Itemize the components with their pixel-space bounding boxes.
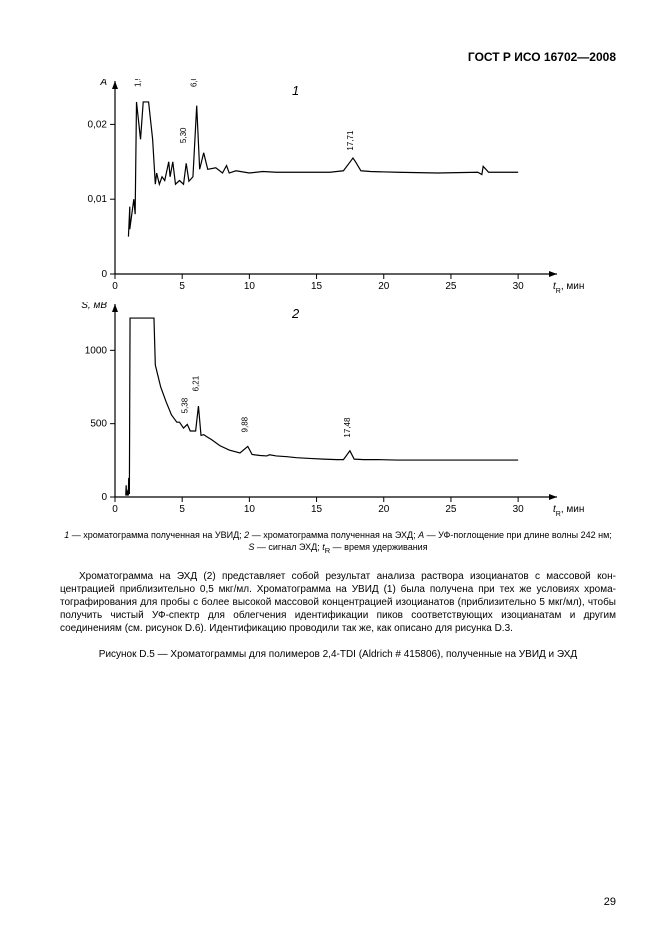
figure-caption: Рисунок D.5 — Хроматограммы для полимеро… (60, 649, 616, 660)
svg-text:30: 30 (513, 281, 525, 292)
svg-text:25: 25 (445, 281, 457, 292)
svg-text:5: 5 (179, 281, 185, 292)
legend-text: 1 — хроматограмма полученная на УВИД; 2 … (60, 529, 616, 556)
chromatogram-ehd: 0 5 10 15 20 25 30 0 500 1000 S, мВ tR, мин 2 5,386,2… (60, 302, 590, 517)
svg-text:1: 1 (292, 83, 299, 98)
svg-text:20: 20 (378, 281, 390, 292)
svg-text:1,90: 1,90 (134, 79, 143, 87)
svg-text:2: 2 (291, 306, 300, 321)
svg-text:1000: 1000 (85, 345, 108, 356)
svg-text:500: 500 (90, 419, 107, 430)
svg-text:9,88: 9,88 (241, 416, 250, 432)
svg-text:30: 30 (513, 504, 525, 515)
svg-text:5,30: 5,30 (179, 127, 188, 143)
svg-text:tR, мин: tR, мин (553, 504, 584, 517)
svg-text:S, мВ: S, мВ (81, 302, 107, 311)
page-number: 29 (604, 896, 616, 908)
svg-text:5: 5 (179, 504, 185, 515)
doc-header: ГОСТ Р ИСО 16702—2008 (60, 50, 616, 64)
svg-text:0,02: 0,02 (88, 119, 108, 130)
svg-text:15: 15 (311, 281, 323, 292)
svg-text:17,71: 17,71 (346, 130, 355, 151)
svg-text:17,48: 17,48 (343, 417, 352, 438)
svg-text:10: 10 (244, 281, 256, 292)
svg-text:25: 25 (445, 504, 457, 515)
svg-text:10: 10 (244, 504, 256, 515)
svg-text:A: A (99, 79, 107, 88)
chromatogram-uvid: 0 5 10 15 20 25 30 0 0,01 0,02 AtR, мин 1 1,90 6,08 5,… (60, 79, 590, 294)
svg-text:6,08: 6,08 (190, 79, 199, 87)
svg-text:5,38: 5,38 (180, 397, 189, 413)
svg-text:6,21: 6,21 (191, 375, 200, 391)
body-paragraph: Хроматограмма на ЭХД (2) представляет со… (60, 570, 616, 635)
svg-text:0,01: 0,01 (88, 194, 108, 205)
svg-text:0: 0 (101, 492, 107, 503)
svg-text:20: 20 (378, 504, 390, 515)
svg-text:0: 0 (112, 281, 118, 292)
svg-text:tR, мин: tR, мин (553, 281, 584, 294)
svg-text:0: 0 (112, 504, 118, 515)
svg-text:0: 0 (101, 269, 107, 280)
svg-text:15: 15 (311, 504, 323, 515)
